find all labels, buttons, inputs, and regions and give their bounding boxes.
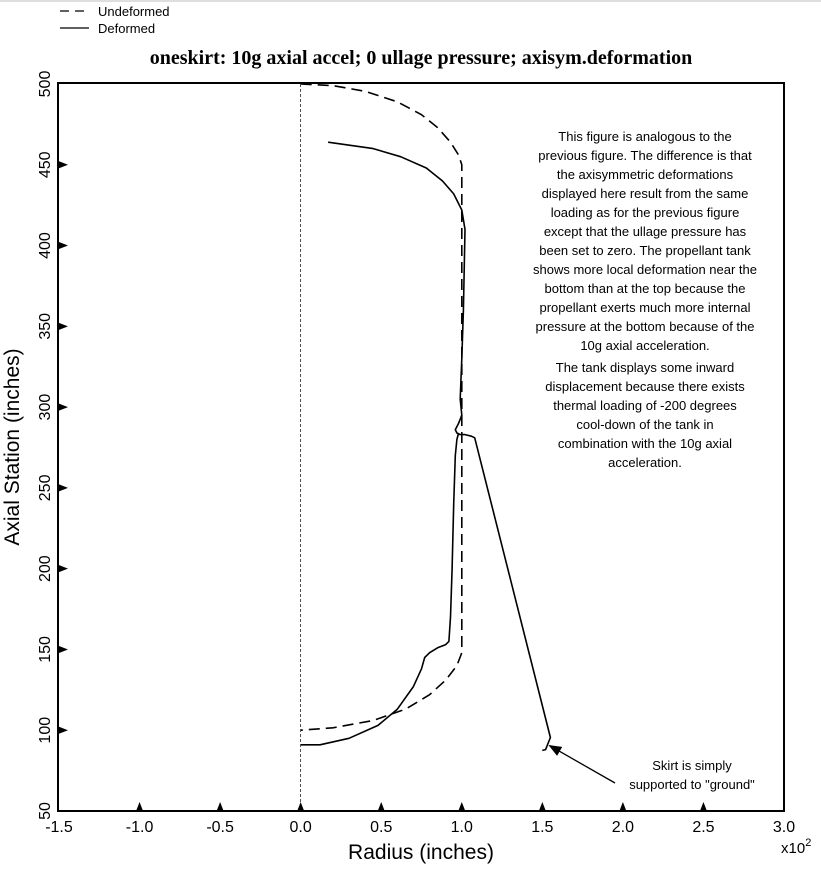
y-tick-label: 50 [37,802,54,820]
y-tick-mark [59,242,68,250]
chart-title: oneskirt: 10g axial accel; 0 ullage pres… [150,47,693,69]
annotation-text-line: except that the ullage pressure has [544,224,747,239]
skirt-note-line: supported to "ground" [629,777,755,792]
annotation-text-line: displayed here result from the same [542,186,749,201]
x-tick-mark [136,802,144,811]
y-tick-label: 350 [37,313,54,340]
series-layer [300,83,552,811]
y-tick-label: 500 [37,71,54,98]
y-tick-mark [59,161,68,169]
x-axis-label: Radius (inches) [348,841,494,864]
deformed-curve [327,141,552,752]
undeformed-curve [300,83,463,731]
x-tick-mark [538,802,546,811]
y-ticks: 50 100 150 200 250 300 350 400 450 500 [37,71,68,820]
x-tick-mark [216,802,224,811]
y-tick-label: 150 [37,636,54,663]
annotation-text-line: combination with the 10g axial [558,436,732,451]
annotation-text-line: displacement because there exists [545,379,745,394]
x-ticks: -1.5 -1.0 -0.5 0.0 0.5 1.0 1.5 2.0 2.5 3.0 [45,802,795,836]
x-multiplier: x102 [781,837,811,857]
y-tick-label: 200 [37,555,54,582]
annotation-text-line: acceleration. [608,455,682,470]
annotation-text-line: cool-down of the tank in [576,417,713,432]
x-tick-label: 1.0 [451,819,473,836]
x-tick-label: 0.5 [370,819,392,836]
annotation-text-line: propellant exerts much more internal [540,300,751,315]
annotation-text-line: bottom than at the top because the [545,281,746,296]
x-multiplier-exponent: 2 [805,837,811,849]
annotation-text-line: The tank displays some inward [556,360,734,375]
y-tick-label: 250 [37,474,54,501]
x-tick-label: 3.0 [773,819,795,836]
y-tick-mark [59,403,68,411]
y-tick-label: 100 [37,717,54,744]
x-tick-label: 2.5 [692,819,714,836]
y-tick-label: 400 [37,232,54,259]
y-tick-mark [59,322,68,330]
annotation-text-line: loading as for the previous figure [551,205,740,220]
x-tick-label: 1.5 [531,819,553,836]
x-tick-label: 2.0 [612,819,634,836]
y-tick-label: 300 [37,394,54,421]
annotation-text-line: been set to zero. The propellant tank [539,243,751,258]
x-tick-mark [619,802,627,811]
annotation-text-line: thermal loading of -200 degrees [553,398,737,413]
x-tick-mark [458,802,466,811]
y-tick-mark [59,645,68,653]
annotation-text-line: 10g axial acceleration. [580,338,709,353]
y-axis-label: Axial Station (inches) [1,348,24,545]
x-tick-mark [699,802,707,811]
legend-label-undeformed: Undeformed [98,4,170,19]
annotation-text-line: previous figure. The difference is that [538,148,752,163]
skirt-note-line: Skirt is simply [652,758,732,773]
y-tick-mark [59,484,68,492]
y-tick-label: 450 [37,151,54,178]
legend-label-deformed: Deformed [98,21,155,36]
skirt-note-arrow [548,744,616,784]
annotation-text-line: the axisymmetric deformations [557,167,734,182]
annotation-text-line: shows more local deformation near the [533,262,757,277]
y-tick-mark [59,726,68,734]
deformed-curve-branch [300,432,460,746]
legend: Undeformed Deformed [60,4,170,36]
x-tick-label: -1.5 [45,819,73,836]
x-multiplier-base: x10 [781,840,805,857]
x-tick-label: -1.0 [126,819,154,836]
annotation-text-line: This figure is analogous to the [558,129,731,144]
annotation-text-line: pressure at the bottom because of the [536,319,755,334]
annotations: This figure is analogous to the previous … [533,129,757,792]
y-tick-mark [59,565,68,573]
x-tick-label: -0.5 [206,819,234,836]
x-tick-mark [377,802,385,811]
plot-frame [57,82,785,812]
x-tick-label: 0.0 [290,819,312,836]
